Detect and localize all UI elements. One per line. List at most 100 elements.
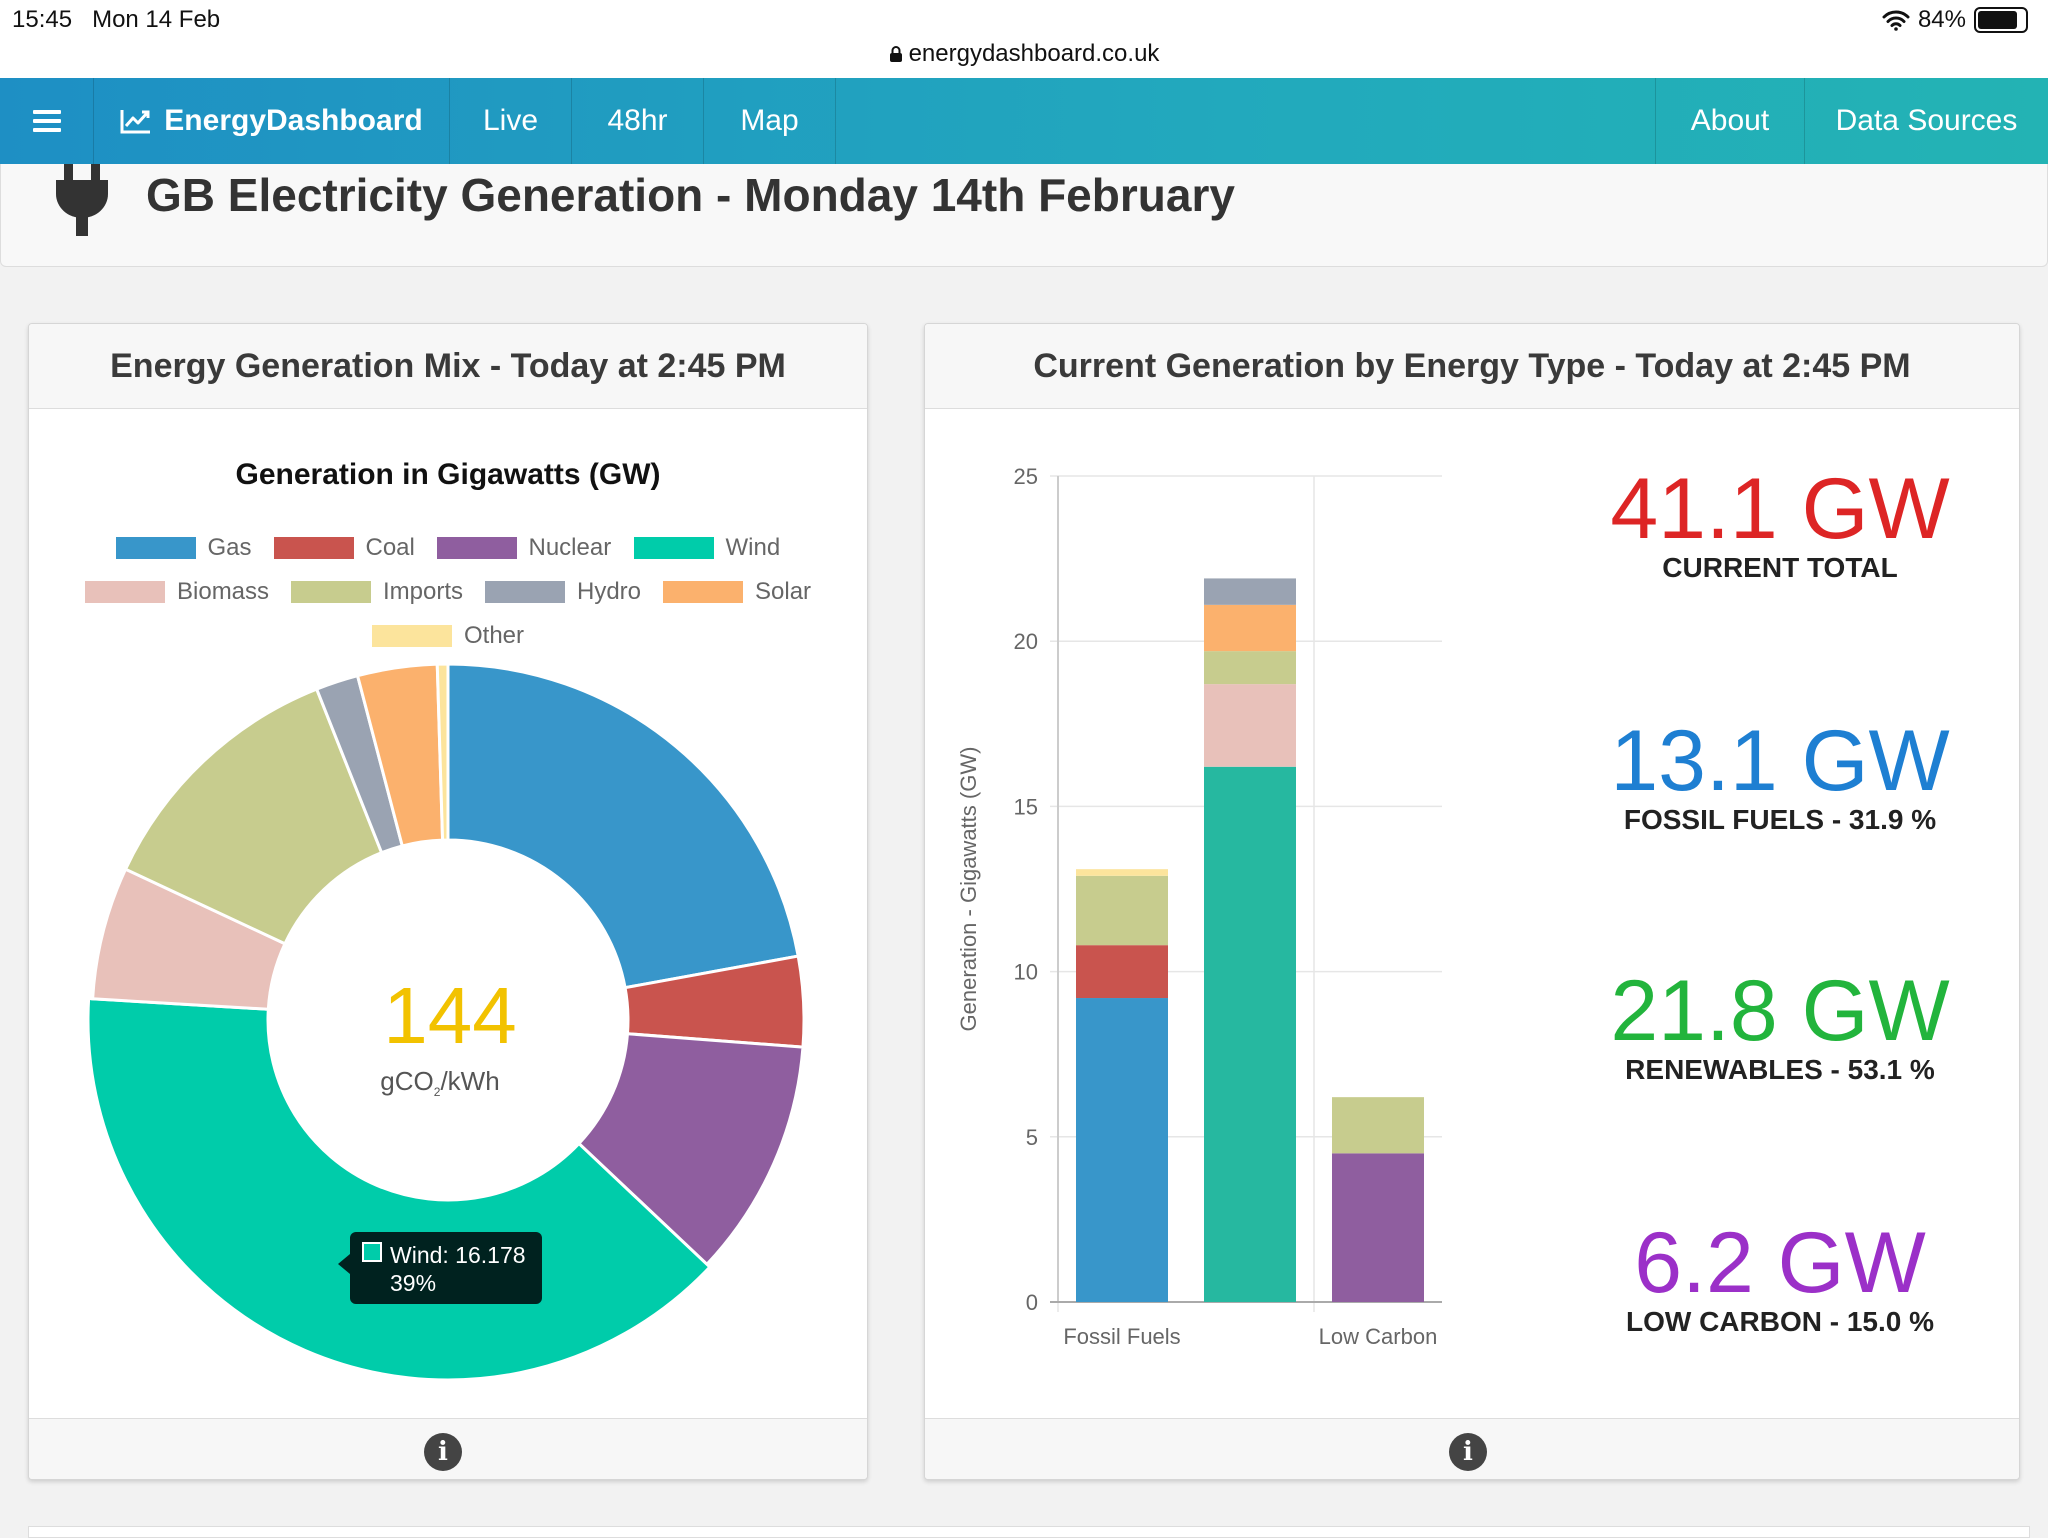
stat-lowcarbon-label: LOW CARBON - 15.0 % xyxy=(1625,1306,1935,1337)
info-icon[interactable]: i xyxy=(424,1433,462,1471)
legend-item-biomass[interactable]: Biomass xyxy=(85,578,269,606)
pie-slice-gas[interactable] xyxy=(446,662,800,990)
chart-tooltip: Wind: 16.178 39% xyxy=(338,1232,542,1304)
page-header xyxy=(0,164,2048,267)
battery-percent: 84% xyxy=(1917,6,1966,33)
nav-about[interactable]: About xyxy=(1655,78,1805,164)
status-bar xyxy=(0,0,2048,78)
pie-chart-title: Generation in Gigawatts (GW) xyxy=(235,458,661,491)
tooltip-caret xyxy=(338,1254,350,1274)
bar-segment-solar[interactable] xyxy=(1204,604,1296,652)
date: Mon 14 Feb xyxy=(92,6,221,33)
y-tick-label: 15 xyxy=(1014,794,1038,819)
stat-fossil-label: FOSSIL FUELS - 31.9 % xyxy=(1623,804,1937,835)
address-bar[interactable]: energydashboard.co.uk xyxy=(0,40,2048,68)
legend-item-gas[interactable]: Gas xyxy=(115,534,252,562)
bar-segment-gas[interactable] xyxy=(1076,998,1168,1302)
pie-slice-wind[interactable] xyxy=(86,996,712,1382)
legend-item-coal[interactable]: Coal xyxy=(273,534,415,562)
legend-label: Coal xyxy=(365,534,415,561)
carbon-intensity-unit: gCO2/kWh xyxy=(340,1066,540,1099)
tooltip-swatch xyxy=(362,1242,382,1262)
legend-swatch xyxy=(85,581,165,603)
legend-swatch xyxy=(291,581,371,603)
nav-data-sources-label: Data Sources xyxy=(1835,104,2018,137)
status-indicators: 84% xyxy=(1882,6,2028,34)
legend-swatch xyxy=(372,625,452,647)
nav-data-sources[interactable]: Data Sources xyxy=(1805,78,2048,164)
info-icon[interactable]: i xyxy=(1449,1433,1487,1471)
chart-line-icon xyxy=(120,110,151,134)
y-tick-label: 10 xyxy=(1014,960,1038,985)
y-tick-label: 25 xyxy=(1014,464,1038,489)
plug-icon xyxy=(56,164,108,236)
bar-segment-biomass[interactable] xyxy=(1204,684,1296,767)
unit-suffix: /kWh xyxy=(440,1066,500,1096)
mix-card-footer: i xyxy=(29,1418,867,1479)
pie-slice-nuclear[interactable] xyxy=(576,1032,805,1267)
pie-slice-imports[interactable] xyxy=(123,687,384,946)
legend-swatch xyxy=(633,537,714,559)
legend-swatch xyxy=(663,581,743,603)
generation-card-title: Current Generation by Energy Type - Toda… xyxy=(925,324,2019,409)
battery-icon xyxy=(1974,7,2028,33)
page-title: GB Electricity Generation - Monday 14th … xyxy=(146,169,1235,221)
bar-segment-imports[interactable] xyxy=(1076,875,1168,946)
legend-item-imports[interactable]: Imports xyxy=(291,578,463,606)
legend-label: Solar xyxy=(755,578,812,605)
bar-segment-other[interactable] xyxy=(1076,869,1168,876)
bar-segment-coal[interactable] xyxy=(1076,945,1168,999)
url-text: energydashboard.co.uk xyxy=(908,40,1160,67)
nav-map[interactable]: Map xyxy=(704,78,836,164)
bar-segment-imports[interactable] xyxy=(1204,651,1296,685)
next-card-edge xyxy=(28,1526,2030,1538)
carbon-intensity-value: 144 xyxy=(383,971,517,1060)
legend-label: Other xyxy=(464,622,525,649)
legend-label: Hydro xyxy=(577,578,642,605)
bar-segment-imports[interactable] xyxy=(1332,1097,1424,1154)
y-tick-label: 5 xyxy=(1026,1125,1038,1150)
stat-renewables-value: 21.8 GW xyxy=(1610,963,1950,1059)
pie-slice-other[interactable] xyxy=(435,662,450,842)
bar-segment-nuclear[interactable] xyxy=(1332,1153,1424,1302)
stat-fossil-value: 13.1 GW xyxy=(1610,713,1950,809)
bar-segment-hydro[interactable] xyxy=(1204,578,1296,605)
legend-item-wind[interactable]: Wind xyxy=(633,534,780,562)
legend-swatch xyxy=(485,581,565,603)
legend-label: Biomass xyxy=(177,578,270,605)
nav-live[interactable]: Live xyxy=(450,78,572,164)
hamburger-icon xyxy=(32,110,61,132)
clock: 15:45 xyxy=(12,6,73,33)
legend-item-solar[interactable]: Solar xyxy=(663,578,811,606)
nav-48hr[interactable]: 48hr xyxy=(572,78,704,164)
status-time: 15:45 Mon 14 Feb xyxy=(12,6,220,34)
brand-link[interactable]: EnergyDashboard xyxy=(94,78,450,164)
bar-segment-wind[interactable] xyxy=(1204,766,1296,1302)
x-tick-label: Fossil Fuels xyxy=(1063,1324,1180,1349)
legend-swatch xyxy=(273,537,354,559)
unit-main: gCO xyxy=(380,1066,434,1096)
x-tick-label: Low Carbon xyxy=(1319,1324,1438,1349)
y-tick-label: 20 xyxy=(1014,629,1038,654)
legend-label: Imports xyxy=(383,578,464,605)
stacked-bar-chart: 0 5 10 15 20 25 Generation - Gigawatts (GW) Fos… xyxy=(956,464,1442,1349)
nav-live-label: Live xyxy=(482,104,539,137)
legend-item-hydro[interactable]: Hydro xyxy=(485,578,641,606)
legend-swatch xyxy=(115,537,196,559)
stat-renewables-label: RENEWABLES - 53.1 % xyxy=(1625,1054,1935,1085)
navbar: EnergyDashboard Live 48hr Map About Data… xyxy=(0,78,2048,164)
tooltip-percent: 39% xyxy=(390,1270,437,1296)
stat-total-label: CURRENT TOTAL xyxy=(1662,552,1898,583)
tooltip-label: Wind: 16.178 xyxy=(390,1242,526,1268)
brand-label: EnergyDashboard xyxy=(164,104,423,137)
y-tick-label: 0 xyxy=(1026,1290,1038,1315)
legend-label: Nuclear xyxy=(528,534,612,561)
legend-item-nuclear[interactable]: Nuclear xyxy=(436,534,612,562)
menu-button[interactable] xyxy=(0,78,94,164)
lock-icon xyxy=(889,46,902,62)
legend-item-other[interactable]: Other xyxy=(372,622,524,650)
generation-card-footer: i xyxy=(925,1418,2019,1479)
stat-lowcarbon-value: 6.2 GW xyxy=(1634,1215,1926,1311)
y-axis-label: Generation - Gigawatts (GW) xyxy=(956,747,981,1032)
donut-chart xyxy=(86,662,806,1382)
